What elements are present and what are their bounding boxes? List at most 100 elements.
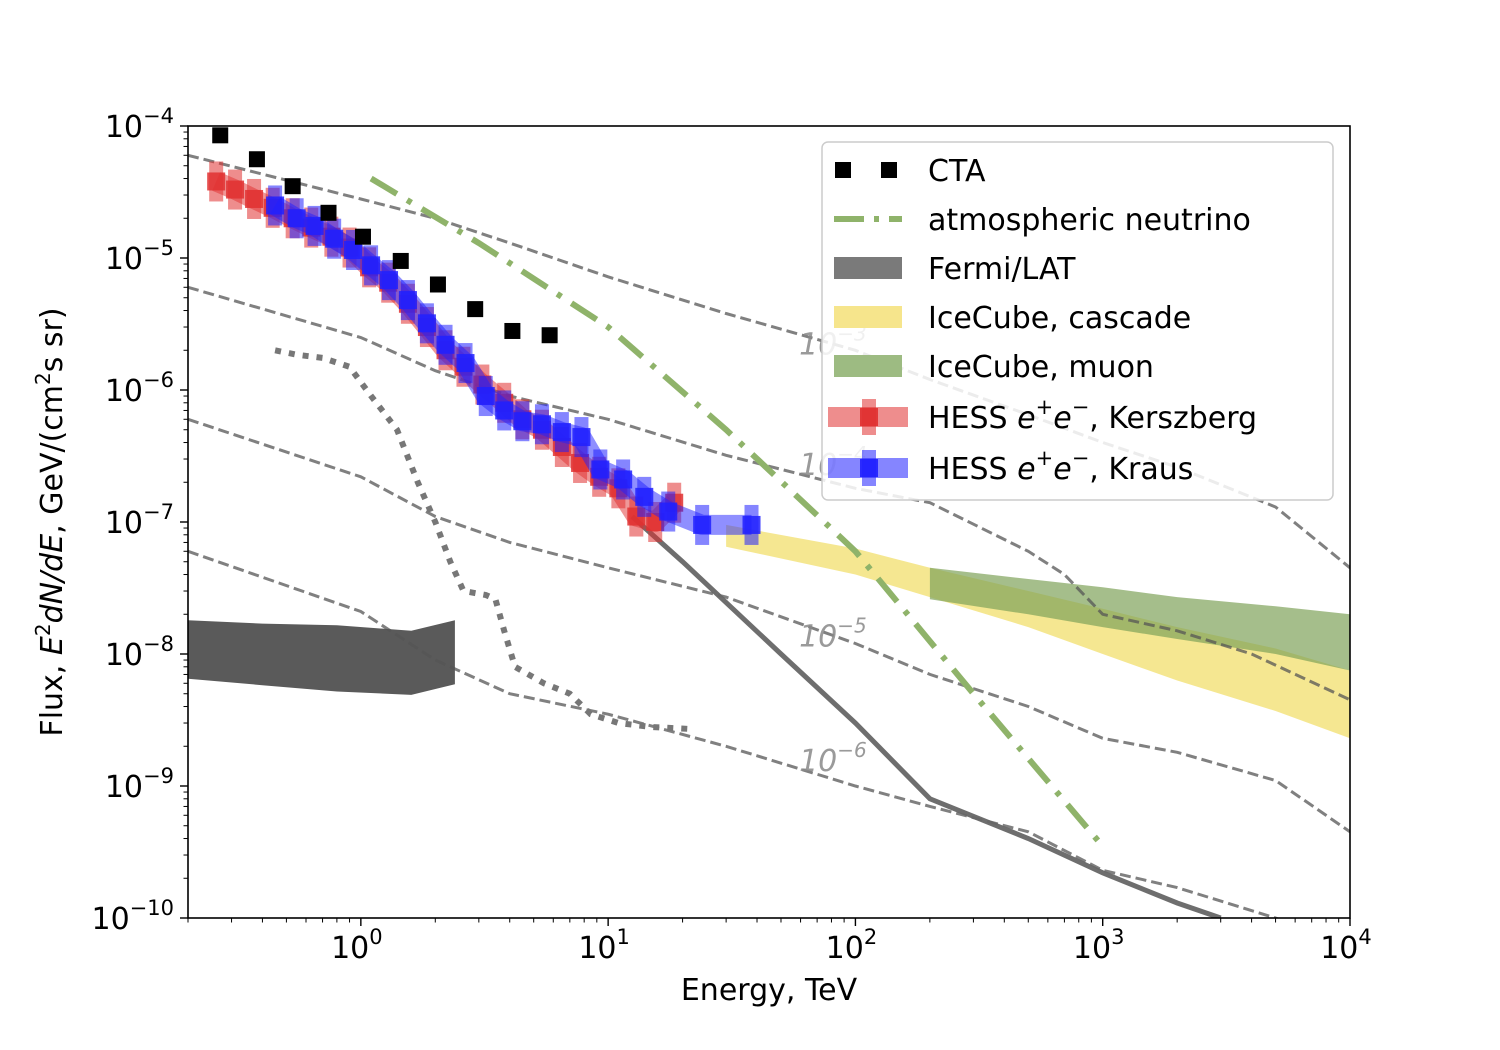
x-tick-label-exp: 0	[369, 925, 382, 949]
grey-dotted-curve	[274, 347, 693, 733]
x-tick-label-exp: 4	[1358, 925, 1371, 949]
x-tick-label-exp: 1	[617, 925, 630, 949]
atmospheric-neutrino-line	[369, 175, 1105, 849]
contour-label-exp: −5	[837, 614, 866, 638]
legend-label-sup2: −	[1072, 395, 1090, 419]
y-label-sq: 2	[31, 372, 55, 385]
legend-swatch-cta	[881, 162, 897, 178]
y-tick-label-base: 10	[105, 242, 143, 277]
legend-entry-3-label: IceCube, cascade	[928, 301, 1191, 336]
icecube-cascade-band	[726, 524, 1350, 739]
y-label-e: E	[35, 636, 70, 655]
hess-kraus-point	[591, 460, 610, 479]
x-tick-label-exp: 2	[864, 925, 877, 949]
hess-kerszberg-point	[226, 180, 245, 199]
legend-swatch-errorbar-point	[860, 408, 878, 426]
y-tick-label: 10−6	[105, 368, 174, 409]
legend-entry-1-label: atmospheric neutrino	[928, 203, 1251, 238]
plot-content: 10−310−410−510−6	[188, 127, 1350, 918]
grey-solid-curve	[630, 514, 1222, 918]
legend-label-sup1: +	[1036, 446, 1054, 470]
hess-kraus-point	[325, 229, 344, 248]
contour-label-exp: −6	[837, 738, 866, 762]
legend-label-e1: e	[1017, 452, 1035, 487]
legend-swatch-cta	[835, 162, 851, 178]
y-tick-label: 10−4	[105, 104, 174, 145]
hess-kraus-point	[380, 271, 399, 290]
legend: CTA atmospheric neutrino Fermi/LAT IceCube,…	[821, 141, 1334, 501]
y-tick-label-base: 10	[105, 110, 143, 145]
y-label-part2: , GeV/(cm	[35, 385, 70, 534]
hess-kraus-point	[417, 314, 436, 333]
y-tick-label-exp: −8	[143, 632, 174, 656]
cta-point	[212, 127, 229, 144]
y-axis-label: Flux, E2dN/dE, GeV/(cm2s sr)	[31, 307, 70, 736]
legend-label-e2: e	[1053, 452, 1071, 487]
hess-kerszberg-point	[207, 172, 226, 191]
legend-box	[821, 141, 1334, 501]
legend-label-suffix: , Kraus	[1089, 452, 1193, 487]
cta-point	[467, 301, 484, 318]
hess-kraus-point	[659, 502, 678, 521]
legend-label-prefix: HESS	[928, 452, 1017, 487]
legend-label-e2: e	[1053, 401, 1071, 436]
legend-entry-2-label: Fermi/LAT	[928, 252, 1076, 287]
hess-kraus-point	[572, 428, 591, 447]
y-tick-label-exp: −9	[143, 764, 174, 788]
contour-label-base: 10	[799, 620, 837, 655]
contour-line-1e-4	[188, 285, 1350, 702]
y-tick-label-exp: −5	[143, 236, 174, 260]
legend-entry-6-label: HESS e+e−, Kraus	[928, 446, 1193, 487]
x-tick-label-base: 10	[1073, 931, 1111, 966]
y-label-dnde: dN/dE	[35, 534, 70, 624]
y-tick-label: 10−7	[105, 500, 174, 541]
hess-kraus-point	[362, 256, 381, 275]
axes: 100 101 102 103 10410−1010−910−810−710−610−5…	[91, 104, 1371, 966]
y-tick-label-base: 10	[105, 506, 143, 541]
hess-kraus-point	[436, 335, 455, 354]
y-tick-label-base: 10	[105, 374, 143, 409]
hess-kraus-point	[495, 401, 514, 420]
x-tick-label: 103	[1073, 925, 1125, 966]
hess-kraus-point	[635, 487, 654, 506]
cta-point	[429, 276, 446, 293]
x-tick-label: 104	[1320, 925, 1372, 966]
hess-kraus-point	[552, 423, 571, 442]
icecube-muon-band	[929, 567, 1350, 671]
hess-kraus-point	[398, 291, 417, 310]
x-tick-label: 100	[331, 925, 383, 966]
contour-line-1e-6	[188, 549, 1280, 918]
y-tick-label-base: 10	[105, 638, 143, 673]
legend-label-suffix: , Kerszberg	[1089, 401, 1257, 436]
y-tick-label-base: 10	[105, 770, 143, 805]
cta-point	[354, 228, 371, 245]
hess-kraus-point	[476, 387, 495, 406]
contour-label-1e-6: 10−6	[799, 738, 867, 779]
hess-kraus-point	[614, 470, 633, 489]
legend-swatch-patch	[834, 257, 902, 279]
y-tick-label: 10−5	[105, 236, 174, 277]
y-tick-label: 10−9	[105, 764, 174, 805]
contour-label-1e-5: 10−5	[799, 614, 867, 655]
contour-line-1e-5	[188, 417, 1350, 834]
y-label-part1: Flux,	[35, 655, 70, 736]
x-axis-label: Energy, TeV	[681, 973, 858, 1008]
legend-label-sup1: +	[1036, 395, 1054, 419]
hess-kraus-point	[305, 216, 324, 235]
contour-label-base: 10	[799, 744, 837, 779]
fermi-lat-band	[188, 620, 455, 695]
hess-kraus-point	[693, 515, 712, 534]
legend-swatch-patch	[834, 355, 902, 377]
legend-entry-0-label: CTA	[928, 154, 986, 189]
y-tick-label-base: 10	[91, 902, 129, 937]
hess-kraus-point	[287, 209, 306, 228]
legend-label-prefix: HESS	[928, 401, 1017, 436]
hess-kraus-point	[513, 412, 532, 431]
legend-label-e1: e	[1017, 401, 1035, 436]
legend-entry-4-label: IceCube, muon	[928, 350, 1154, 385]
legend-label-sup2: −	[1072, 446, 1090, 470]
x-tick-label: 102	[826, 925, 878, 966]
y-tick-label: 10−8	[105, 632, 174, 673]
hess-kerszberg-point	[245, 189, 264, 208]
hess-kraus-point	[532, 415, 551, 434]
